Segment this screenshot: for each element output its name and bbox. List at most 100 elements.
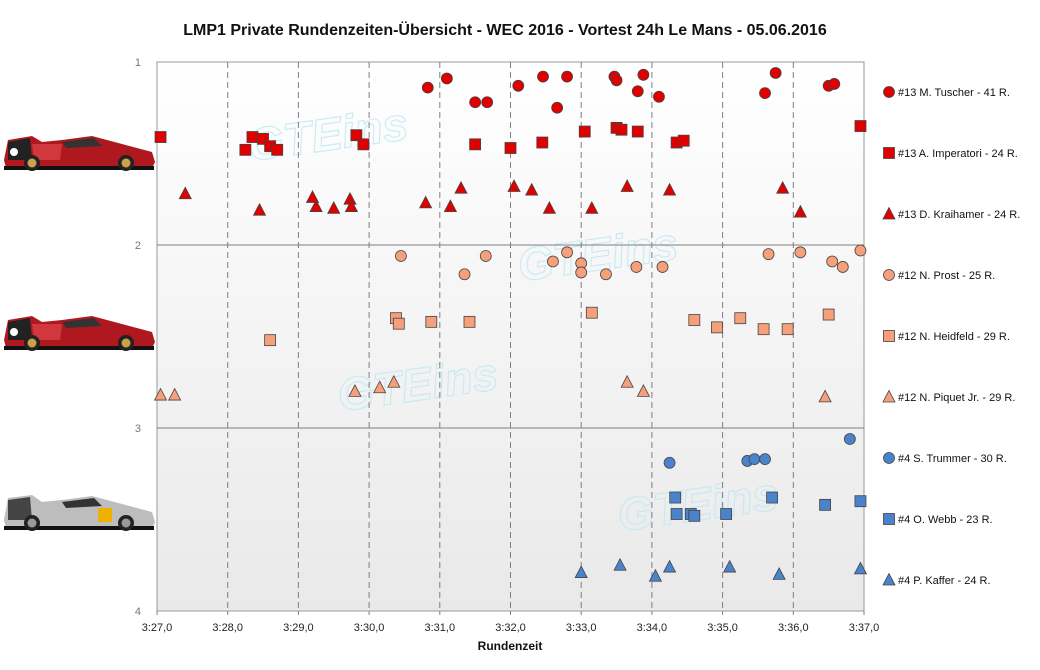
series-1 bbox=[421, 67, 841, 114]
data-point bbox=[525, 182, 539, 196]
data-point bbox=[610, 74, 623, 87]
data-point bbox=[748, 453, 761, 466]
x-tick-label: 3:30,0 bbox=[354, 622, 385, 634]
data-point bbox=[252, 202, 267, 216]
x-tick-label: 3:34,0 bbox=[637, 622, 668, 634]
data-point bbox=[357, 138, 370, 151]
car-4-illustration bbox=[4, 495, 155, 531]
legend-marker bbox=[883, 147, 895, 159]
data-point bbox=[822, 308, 835, 321]
data-point bbox=[630, 261, 643, 273]
data-point bbox=[853, 561, 868, 575]
legend-label: #13 M. Tuscher - 41 R. bbox=[898, 87, 1010, 99]
data-point bbox=[305, 190, 320, 203]
data-point bbox=[776, 180, 790, 194]
data-point bbox=[620, 179, 634, 192]
data-point bbox=[178, 186, 192, 200]
data-point bbox=[636, 384, 651, 397]
data-point bbox=[536, 136, 549, 149]
x-tick-label: 3:35,0 bbox=[707, 622, 738, 634]
data-point bbox=[512, 79, 525, 92]
data-point bbox=[600, 268, 612, 281]
legend: #13 M. Tuscher - 41 R. #13 A. Imperatori … bbox=[882, 86, 1020, 587]
data-point bbox=[309, 199, 323, 212]
car-13-illustration bbox=[4, 136, 155, 171]
data-point bbox=[662, 182, 677, 196]
y-tick-label: 2 bbox=[135, 240, 141, 252]
legend-label: #4 P. Kaffer - 24 R. bbox=[898, 575, 991, 587]
data-point bbox=[504, 142, 517, 154]
data-point bbox=[551, 101, 564, 114]
data-point bbox=[373, 380, 387, 394]
data-point bbox=[772, 567, 786, 580]
data-point bbox=[585, 201, 599, 214]
legend-marker bbox=[882, 389, 896, 403]
legend-marker bbox=[883, 269, 895, 281]
data-point bbox=[481, 96, 494, 109]
y-tick-label: 1 bbox=[135, 57, 141, 69]
data-point bbox=[246, 131, 259, 143]
data-point bbox=[613, 557, 627, 571]
legend-label: #12 N. Heidfeld - 29 R. bbox=[898, 331, 1010, 343]
data-point bbox=[688, 314, 701, 326]
data-point bbox=[387, 374, 401, 388]
x-tick-label: 3:36,0 bbox=[778, 622, 809, 634]
legend-marker bbox=[883, 86, 895, 98]
data-point bbox=[781, 323, 794, 336]
data-point bbox=[547, 255, 559, 268]
y-tick-label: 3 bbox=[135, 423, 141, 435]
data-point bbox=[542, 201, 557, 214]
series-6 bbox=[153, 374, 832, 403]
data-point bbox=[271, 143, 284, 156]
data-point bbox=[669, 491, 682, 504]
data-point bbox=[425, 315, 438, 328]
x-tick-label: 3:28,0 bbox=[212, 622, 243, 634]
data-point bbox=[479, 250, 492, 262]
data-point bbox=[854, 244, 867, 257]
data-point bbox=[854, 495, 867, 508]
data-point bbox=[793, 204, 808, 218]
legend-marker bbox=[883, 330, 895, 342]
data-point bbox=[154, 131, 167, 143]
data-point bbox=[720, 508, 733, 520]
x-axis-label: Rundenzeit bbox=[478, 639, 543, 653]
data-point bbox=[631, 85, 644, 98]
legend-marker bbox=[882, 206, 896, 220]
legend-label: #4 S. Trummer - 30 R. bbox=[898, 453, 1007, 465]
series-2 bbox=[154, 120, 867, 156]
legend-label: #4 O. Webb - 23 R. bbox=[898, 514, 993, 526]
data-point bbox=[818, 389, 832, 403]
data-point bbox=[828, 78, 841, 90]
series-5 bbox=[264, 306, 835, 347]
data-point bbox=[759, 453, 771, 466]
data-point bbox=[766, 491, 778, 504]
legend-label: #13 A. Imperatori - 24 R. bbox=[898, 148, 1018, 160]
data-point bbox=[392, 317, 405, 330]
data-point bbox=[344, 199, 359, 212]
data-point bbox=[561, 70, 573, 83]
data-point bbox=[734, 312, 747, 325]
series-3 bbox=[178, 179, 808, 218]
data-point bbox=[615, 123, 628, 136]
data-point bbox=[561, 246, 573, 259]
y-axis: 1 2 3 4 bbox=[135, 57, 141, 618]
legend-label: #12 N. Piquet Jr. - 29 R. bbox=[898, 392, 1015, 404]
x-axis: 3:27,0 3:28,0 3:29,0 3:30,0 3:31,0 3:32,0 3:33… bbox=[142, 611, 879, 634]
data-point bbox=[440, 72, 453, 85]
data-point bbox=[327, 201, 341, 214]
series-9 bbox=[574, 557, 868, 582]
data-point bbox=[239, 143, 252, 156]
data-point bbox=[348, 384, 362, 397]
data-points bbox=[153, 67, 868, 582]
legend-marker bbox=[882, 572, 896, 586]
x-tick-label: 3:31,0 bbox=[425, 622, 456, 634]
data-point bbox=[688, 509, 701, 522]
data-point bbox=[443, 199, 458, 212]
data-point bbox=[463, 315, 476, 328]
x-tick-label: 3:33,0 bbox=[566, 622, 597, 634]
data-point bbox=[826, 255, 839, 268]
x-tick-label: 3:29,0 bbox=[283, 622, 314, 634]
data-point bbox=[469, 138, 482, 151]
data-point bbox=[585, 306, 598, 319]
